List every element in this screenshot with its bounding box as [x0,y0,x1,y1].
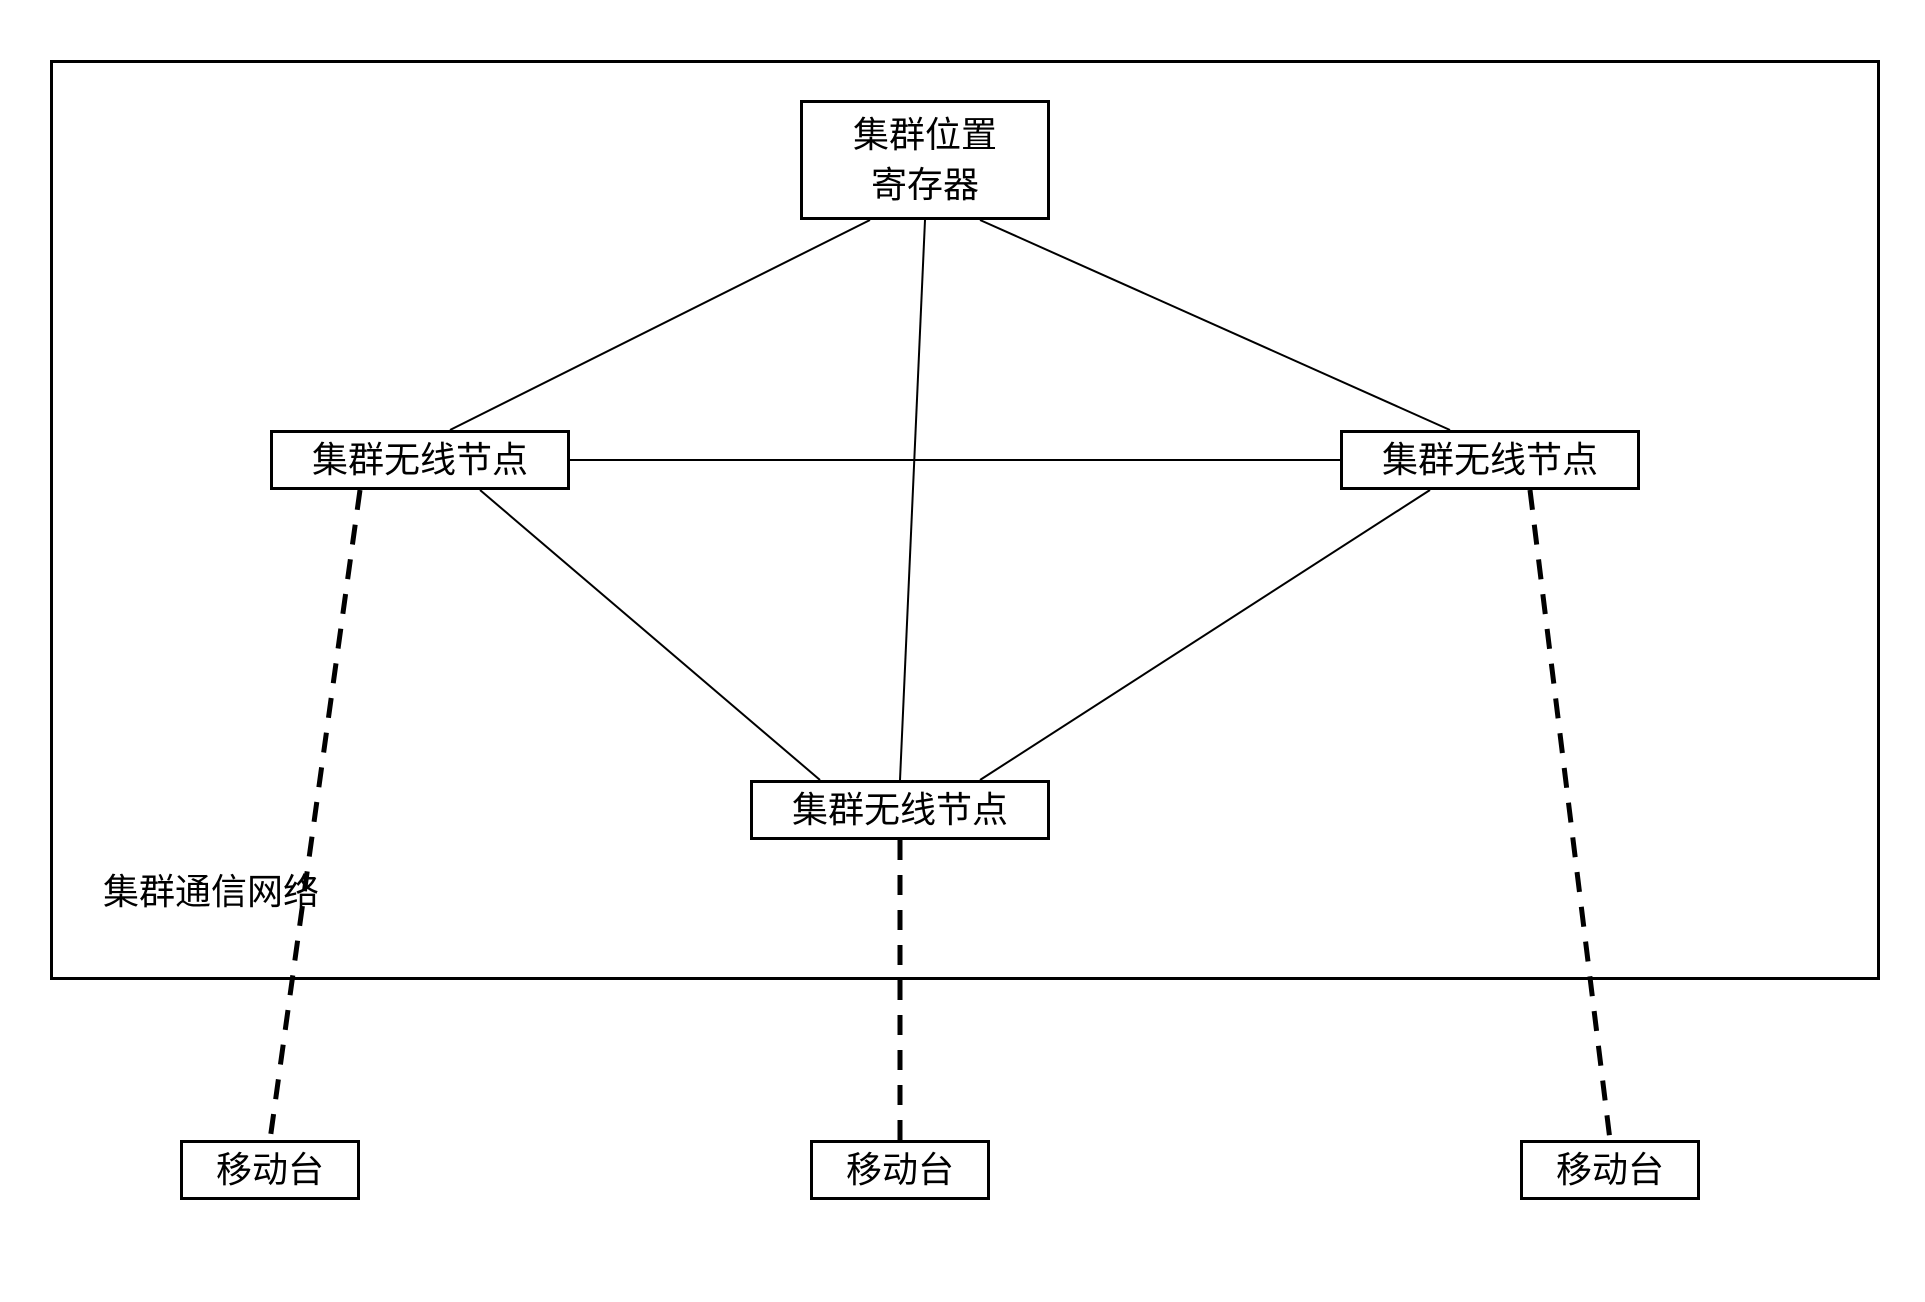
node-wireless-bottom: 集群无线节点 [750,780,1050,840]
network-label: 集群通信网络 [103,863,319,915]
node-wireless-left: 集群无线节点 [270,430,570,490]
node-mobile-center: 移动台 [810,1140,990,1200]
node-wireless-right: 集群无线节点 [1340,430,1640,490]
node-mobile-right: 移动台 [1520,1140,1700,1200]
node-mobile-left: 移动台 [180,1140,360,1200]
node-register: 集群位置 寄存器 [800,100,1050,220]
